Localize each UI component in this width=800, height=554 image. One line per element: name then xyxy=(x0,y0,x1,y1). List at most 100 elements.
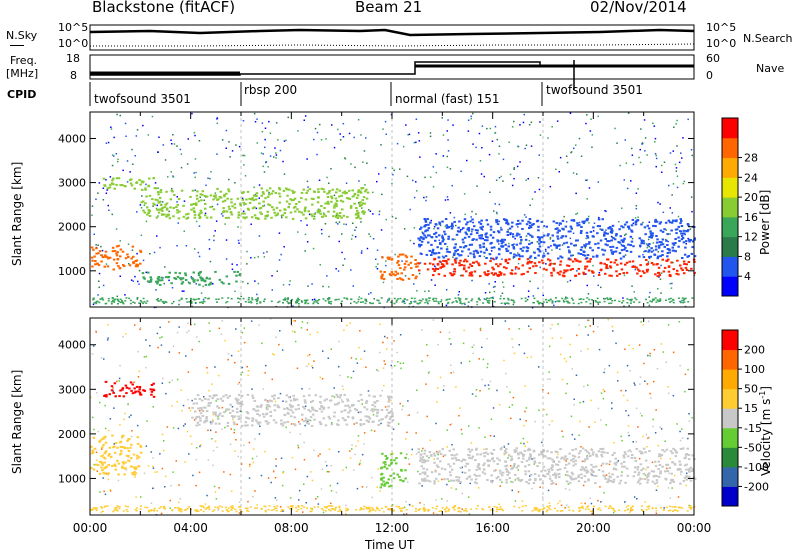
echo-band-2 xyxy=(252,199,255,202)
scatter-pixel xyxy=(116,113,118,116)
scatter-pixel xyxy=(407,458,410,460)
echo-band-2 xyxy=(216,198,219,201)
scatter-pixel xyxy=(272,470,275,473)
scatter-pixel xyxy=(350,302,352,305)
scatter-pixel xyxy=(501,481,503,483)
echo-band-4 xyxy=(626,474,629,477)
echo-band-2 xyxy=(307,210,310,213)
echo-band-6 xyxy=(621,240,625,243)
ground-scatter xyxy=(493,301,496,303)
echo-band-2 xyxy=(365,402,368,404)
echo-band-2 xyxy=(205,195,209,198)
echo-band-5 xyxy=(462,268,466,271)
echo-band-4 xyxy=(399,267,402,270)
scatter-pixel xyxy=(517,491,520,493)
echo-band-2 xyxy=(327,191,331,194)
echo-band-2 xyxy=(163,206,167,209)
echo-band-1 xyxy=(140,180,144,183)
echo-band-6 xyxy=(521,219,524,222)
echo-band-2 xyxy=(304,217,308,220)
scatter-pixel xyxy=(530,328,532,331)
scatter-pixel xyxy=(261,122,264,124)
echo-band-6 xyxy=(675,232,678,235)
echo-band-4 xyxy=(423,459,426,461)
echo-band-2 xyxy=(335,215,338,218)
scatter-pixel xyxy=(403,513,405,516)
echo-band-1 xyxy=(130,443,133,446)
scatter-pixel xyxy=(660,264,662,267)
echo-band-3 xyxy=(400,469,403,472)
scatter-pixel xyxy=(655,512,658,514)
echo-band-6 xyxy=(577,252,580,255)
echo-band-6 xyxy=(485,219,488,222)
echo-band-2 xyxy=(311,408,315,411)
echo-band-2 xyxy=(326,192,329,195)
ground-scatter xyxy=(436,505,439,507)
echo-band-6 xyxy=(495,219,499,222)
echo-band-4 xyxy=(630,456,633,459)
nave-bottom-tick: 0 xyxy=(706,69,713,82)
echo-band-6 xyxy=(683,253,687,256)
scatter-pixel xyxy=(401,260,403,262)
echo-band-2 xyxy=(235,407,239,410)
echo-band-4 xyxy=(517,453,520,456)
ground-scatter xyxy=(395,299,398,302)
echo-band-0 xyxy=(128,264,132,267)
echo-band-2 xyxy=(358,205,362,208)
scatter-pixel xyxy=(459,229,462,231)
scatter-pixel xyxy=(551,337,554,339)
echo-band-2 xyxy=(172,215,175,218)
echo-band-4 xyxy=(613,462,617,465)
echo-band-6 xyxy=(533,251,536,254)
ground-scatter xyxy=(345,297,348,300)
echo-band-6 xyxy=(660,241,663,244)
echo-band-2 xyxy=(289,399,293,402)
echo-band-2 xyxy=(192,203,196,205)
scatter-pixel xyxy=(363,350,366,352)
echo-band-4 xyxy=(476,465,479,468)
scatter-pixel xyxy=(620,435,622,438)
scatter-pixel xyxy=(243,154,246,157)
echo-band-1 xyxy=(136,454,139,457)
echo-band-6 xyxy=(655,235,658,237)
echo-band-5 xyxy=(672,268,675,271)
ground-scatter xyxy=(346,508,349,510)
echo-band-2 xyxy=(251,424,254,427)
echo-band-1 xyxy=(107,472,110,475)
ground-scatter xyxy=(649,300,652,302)
echo-band-4 xyxy=(679,482,682,485)
scatter-pixel xyxy=(342,264,344,266)
echo-band-6 xyxy=(507,223,510,226)
echo-band-6 xyxy=(688,240,691,243)
scatter-pixel xyxy=(264,450,266,453)
echo-band-2 xyxy=(233,203,237,206)
echo-band-4 xyxy=(615,461,619,464)
scatter-pixel xyxy=(142,124,144,127)
scatter-pixel xyxy=(188,329,190,332)
scatter-pixel xyxy=(628,304,630,307)
scatter-pixel xyxy=(678,161,681,164)
scatter-pixel xyxy=(316,496,319,498)
echo-band-6 xyxy=(686,255,689,258)
echo-band-2 xyxy=(141,188,144,191)
scatter-pixel xyxy=(448,480,450,482)
scatter-pixel xyxy=(579,401,581,404)
scatter-pixel xyxy=(313,449,315,452)
ground-scatter xyxy=(444,508,446,511)
echo-band-4 xyxy=(492,448,496,451)
echo-band-4 xyxy=(534,478,537,481)
echo-band-4 xyxy=(421,461,424,464)
scatter-pixel xyxy=(522,437,525,440)
echo-band-2 xyxy=(246,412,250,415)
scatter-pixel xyxy=(357,411,360,414)
echo-band-4 xyxy=(496,463,499,465)
scatter-pixel xyxy=(258,324,260,326)
echo-band-4 xyxy=(657,475,661,478)
scatter-pixel xyxy=(155,289,157,291)
scatter-pixel xyxy=(212,464,214,467)
scatter-pixel xyxy=(596,326,599,328)
echo-band-2 xyxy=(212,411,215,414)
echo-band-3 xyxy=(155,280,158,283)
echo-band-2 xyxy=(232,416,235,419)
scatter-pixel xyxy=(110,126,112,128)
